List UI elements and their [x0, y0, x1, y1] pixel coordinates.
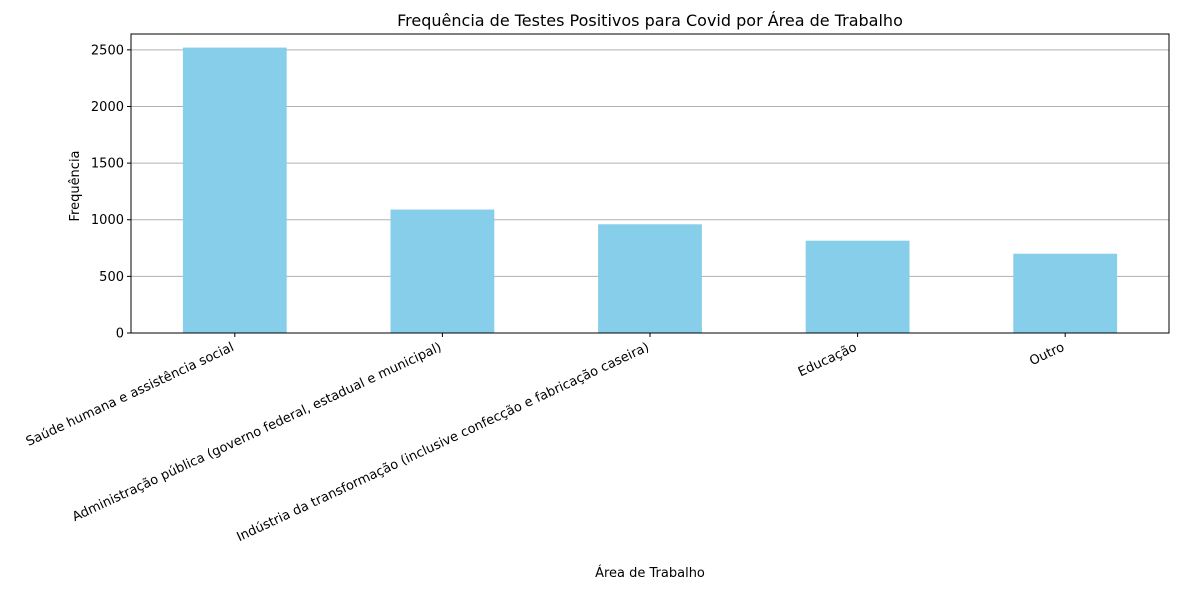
- chart-title: Frequência de Testes Positivos para Covi…: [397, 11, 903, 30]
- bar: [390, 209, 495, 333]
- bar: [182, 47, 287, 333]
- x-tick-label: Educação: [796, 340, 859, 380]
- bar: [1013, 253, 1118, 333]
- y-tick-label: 2000: [91, 100, 124, 115]
- y-tick-label: 1500: [91, 157, 124, 172]
- bar: [805, 240, 910, 333]
- x-tick-label: Indústria da transformação (inclusive co…: [235, 340, 652, 545]
- x-axis: Saúde humana e assistência socialAdminis…: [24, 333, 1067, 545]
- x-tick-label: Saúde humana e assistência social: [24, 340, 237, 450]
- bar: [598, 224, 702, 333]
- y-tick-label: 1000: [91, 213, 124, 228]
- y-tick-label: 2500: [91, 43, 124, 58]
- x-axis-label: Área de Trabalho: [595, 565, 705, 581]
- y-axis: 0 500 1000 1500 2000 2500: [91, 43, 131, 342]
- y-axis-label: Frequência: [68, 150, 83, 221]
- x-tick-label: Outro: [1027, 340, 1067, 369]
- x-tick-label: Administração pública (governo federal, …: [70, 340, 444, 525]
- y-tick-label: 0: [116, 327, 124, 342]
- y-tick-label: 500: [99, 270, 124, 285]
- bars: [182, 47, 1118, 333]
